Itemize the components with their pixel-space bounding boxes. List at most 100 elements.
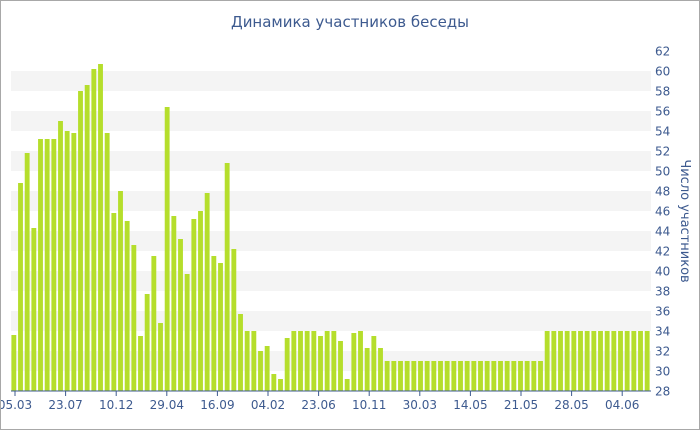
bar: [298, 331, 303, 391]
y-tick-label: 48: [655, 185, 670, 199]
bar: [211, 256, 217, 391]
y-tick-label: 46: [655, 205, 670, 219]
bar: [571, 331, 577, 391]
bar: [458, 361, 463, 391]
bar: [218, 263, 223, 391]
bar: [558, 331, 563, 391]
bar: [104, 133, 110, 391]
bar: [258, 351, 263, 391]
bar: [204, 193, 210, 391]
y-tick-label: 62: [655, 45, 670, 59]
bar: [31, 228, 37, 391]
bar: [138, 336, 143, 391]
bar: [18, 183, 23, 391]
bar: [284, 338, 290, 391]
bar: [598, 331, 603, 391]
bar: [511, 361, 517, 391]
x-tick-label: 30.03: [403, 398, 437, 412]
y-tick-label: 54: [655, 125, 670, 139]
grid-band: [11, 151, 651, 171]
bar: [358, 331, 363, 391]
x-tick-label: 28.05: [554, 398, 588, 412]
bar: [444, 361, 450, 391]
x-ticks: 05.03 23.07 10.12 29.04 16.09 04.02 23.06 10.11…: [1, 391, 639, 412]
bar: [378, 348, 383, 391]
y-tick-label: 56: [655, 105, 670, 119]
x-tick-label: 05.03: [1, 398, 32, 412]
bar: [58, 121, 63, 391]
y-tick-label: 36: [655, 305, 670, 319]
chart-title: Динамика участников беседы: [230, 13, 470, 31]
bar: [464, 361, 470, 391]
bar: [524, 361, 530, 391]
bar: [531, 361, 537, 391]
bar: [364, 348, 370, 391]
bar: [471, 361, 477, 391]
x-tick-label: 10.11: [352, 398, 386, 412]
grid-bands: [11, 71, 651, 371]
y-tick-label: 42: [655, 245, 670, 259]
bar: [111, 213, 117, 391]
y-tick-label: 38: [655, 285, 670, 299]
x-tick-label: 04.02: [251, 398, 285, 412]
bar: [191, 219, 197, 391]
grid-band: [11, 191, 651, 211]
y-tick-label: 58: [655, 85, 670, 99]
bar: [198, 211, 203, 391]
bar: [424, 361, 430, 391]
bar: [438, 361, 443, 391]
bar: [518, 361, 523, 391]
y-axis-label: Число участников: [677, 159, 692, 282]
bar: [631, 331, 637, 391]
bar: [118, 191, 123, 391]
bar: [291, 331, 297, 391]
bar: [51, 139, 57, 391]
bar: [404, 361, 410, 391]
grid-band: [11, 71, 651, 91]
x-tick-label: 21.05: [504, 398, 538, 412]
bar: [618, 331, 623, 391]
bar: [71, 133, 77, 391]
bar: [318, 336, 323, 391]
bar: [98, 64, 103, 391]
bar: [384, 361, 390, 391]
bar: [304, 331, 310, 391]
y-tick-label: 28: [655, 385, 670, 399]
bar: [431, 361, 437, 391]
bar: [64, 131, 70, 391]
bar: [38, 139, 43, 391]
bar: [451, 361, 457, 391]
bar: [591, 331, 597, 391]
bar: [391, 361, 397, 391]
bar: [584, 331, 590, 391]
bar: [251, 331, 257, 391]
bar: [624, 331, 630, 391]
y-tick-label: 52: [655, 145, 670, 159]
y-tick-label: 30: [655, 365, 670, 379]
x-tick-label: 14.05: [453, 398, 487, 412]
bar: [151, 256, 157, 391]
y-tick-label: 50: [655, 165, 670, 179]
bar: [371, 336, 377, 391]
bar: [171, 216, 177, 391]
bar: [184, 274, 190, 391]
bar: [324, 331, 330, 391]
x-tick-label: 23.07: [48, 398, 82, 412]
bar: [264, 346, 270, 391]
grid-band: [11, 271, 651, 291]
y-tick-label: 40: [655, 265, 670, 279]
bar: [44, 139, 50, 391]
bar: [604, 331, 610, 391]
y-tick-label: 44: [655, 225, 670, 239]
bar: [344, 379, 350, 391]
x-tick-label: 29.04: [150, 398, 184, 412]
bar: [144, 294, 150, 391]
bar: [24, 153, 30, 391]
bar: [278, 379, 283, 391]
y-tick-label: 34: [655, 325, 670, 339]
bar: [418, 361, 423, 391]
y-ticks: 28 30 32 34 36 38 40 42 44 46 48 50 52 54 56 58 60 62: [655, 45, 670, 399]
bars: [11, 64, 650, 391]
